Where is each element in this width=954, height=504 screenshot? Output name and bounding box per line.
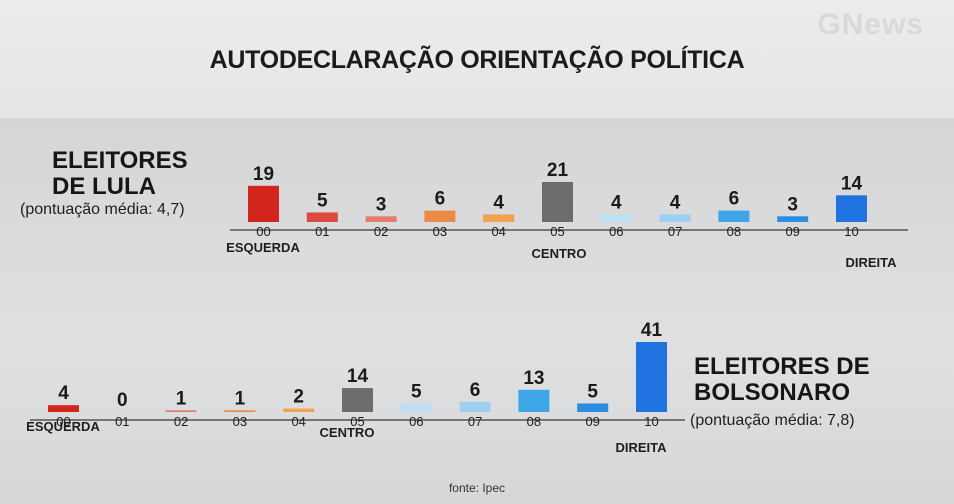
bolsonaro-value-label-10: 41 — [641, 320, 663, 341]
lula-bar-00 — [248, 185, 279, 222]
bolsonaro-tick-label-03: 03 — [233, 414, 247, 429]
lula-tick-label-06: 06 — [609, 224, 623, 239]
bolsonaro-value-label-08: 13 — [523, 368, 544, 389]
bolsonaro-average: (pontuação média: 7,8) — [690, 412, 855, 429]
lula-tick-label-00: 00 — [256, 224, 270, 239]
bolsonaro-value-label-05: 14 — [347, 366, 369, 387]
lula-tick-label-10: 10 — [844, 224, 858, 239]
lula-value-label-04: 4 — [493, 192, 504, 213]
bolsonaro-bar-04 — [283, 408, 315, 412]
lula-annotation-right: DIREITA — [845, 255, 897, 270]
bolsonaro-tick-label-10: 10 — [644, 414, 658, 429]
bolsonaro-value-label-02: 1 — [176, 388, 187, 409]
bolsonaro-bar-06 — [400, 403, 432, 412]
bolsonaro-bar-03 — [224, 410, 256, 412]
bolsonaro-tick-label-06: 06 — [409, 414, 423, 429]
bolsonaro-tick-label-04: 04 — [291, 414, 305, 429]
bolsonaro-title-line1: ELEITORES DE — [694, 353, 870, 380]
lula-tick-label-09: 09 — [785, 224, 799, 239]
bolsonaro-bar-10 — [636, 342, 667, 412]
bolsonaro-bar-09 — [577, 403, 609, 412]
bolsonaro-tick-label-01: 01 — [115, 414, 129, 429]
lula-bar-01 — [306, 212, 338, 222]
bolsonaro-value-label-03: 1 — [235, 388, 246, 409]
bolsonaro-bar-02 — [165, 410, 197, 412]
lula-bar-06 — [600, 214, 632, 222]
lula-value-label-07: 4 — [670, 192, 681, 213]
bolsonaro-value-label-09: 5 — [587, 381, 598, 402]
bolsonaro-group-title: ELEITORES DE BOLSONARO — [694, 354, 870, 406]
lula-title-line1: ELEITORES — [52, 147, 188, 174]
bolsonaro-value-label-01: 0 — [117, 390, 128, 411]
lula-value-label-09: 3 — [787, 194, 798, 215]
channel-watermark: GNews — [817, 8, 924, 41]
lula-bar-02 — [365, 216, 397, 222]
bolsonaro-value-label-07: 6 — [470, 380, 481, 401]
lula-value-label-10: 14 — [841, 173, 863, 194]
bolsonaro-tick-label-05: 05 — [350, 414, 364, 429]
lula-bar-05 — [542, 182, 573, 222]
lula-bar-03 — [424, 210, 456, 222]
bolsonaro-tick-label-07: 07 — [468, 414, 482, 429]
lula-tick-label-05: 05 — [550, 224, 564, 239]
bolsonaro-annotation-left: ESQUERDA — [26, 419, 100, 434]
bolsonaro-bar-08 — [518, 389, 550, 412]
bolsonaro-value-label-04: 2 — [293, 387, 304, 408]
lula-group-title: ELEITORES DE LULA — [52, 148, 188, 200]
lula-value-label-06: 4 — [611, 192, 622, 213]
lula-annotation-center: CENTRO — [532, 246, 587, 261]
chart-title: AUTODECLARAÇÃO ORIENTAÇÃO POLÍTICA — [209, 46, 745, 74]
lula-value-label-01: 5 — [317, 190, 328, 211]
bolsonaro-annotation-center: CENTRO — [320, 425, 375, 440]
lula-value-label-05: 21 — [547, 160, 569, 181]
lula-tick-label-07: 07 — [668, 224, 682, 239]
lula-tick-label-08: 08 — [727, 224, 741, 239]
lula-title-line2: DE LULA — [52, 173, 156, 200]
bolsonaro-tick-label-08: 08 — [527, 414, 541, 429]
lula-value-label-00: 19 — [253, 164, 274, 185]
lula-value-label-08: 6 — [729, 189, 740, 210]
lula-bar-07 — [659, 214, 691, 222]
bolsonaro-bar-00 — [48, 405, 79, 412]
lula-value-label-03: 6 — [435, 189, 446, 210]
bolsonaro-tick-label-02: 02 — [174, 414, 188, 429]
lula-bar-08 — [718, 210, 750, 222]
lula-bar-04 — [483, 214, 515, 222]
bolsonaro-title-line2: BOLSONARO — [694, 379, 850, 406]
header-band — [0, 0, 954, 118]
bolsonaro-value-label-06: 5 — [411, 381, 422, 402]
chart-band — [0, 118, 954, 504]
lula-tick-label-03: 03 — [433, 224, 447, 239]
lula-bar-09 — [777, 216, 809, 222]
bolsonaro-tick-label-09: 09 — [585, 414, 599, 429]
lula-annotation-left: ESQUERDA — [226, 240, 300, 255]
lula-tick-label-01: 01 — [315, 224, 329, 239]
bolsonaro-annotation-right: DIREITA — [615, 440, 667, 455]
bolsonaro-tick-label-00: 00 — [56, 414, 70, 429]
lula-tick-label-02: 02 — [374, 224, 388, 239]
lula-average: (pontuação média: 4,7) — [20, 201, 185, 218]
bolsonaro-bar-07 — [459, 401, 491, 412]
lula-value-label-02: 3 — [376, 194, 387, 215]
bolsonaro-bar-05 — [342, 388, 373, 412]
lula-tick-label-04: 04 — [491, 224, 505, 239]
source-note: fonte: Ipec — [448, 481, 506, 495]
bolsonaro-value-label-00: 4 — [58, 383, 69, 404]
lula-bar-10 — [836, 195, 867, 222]
